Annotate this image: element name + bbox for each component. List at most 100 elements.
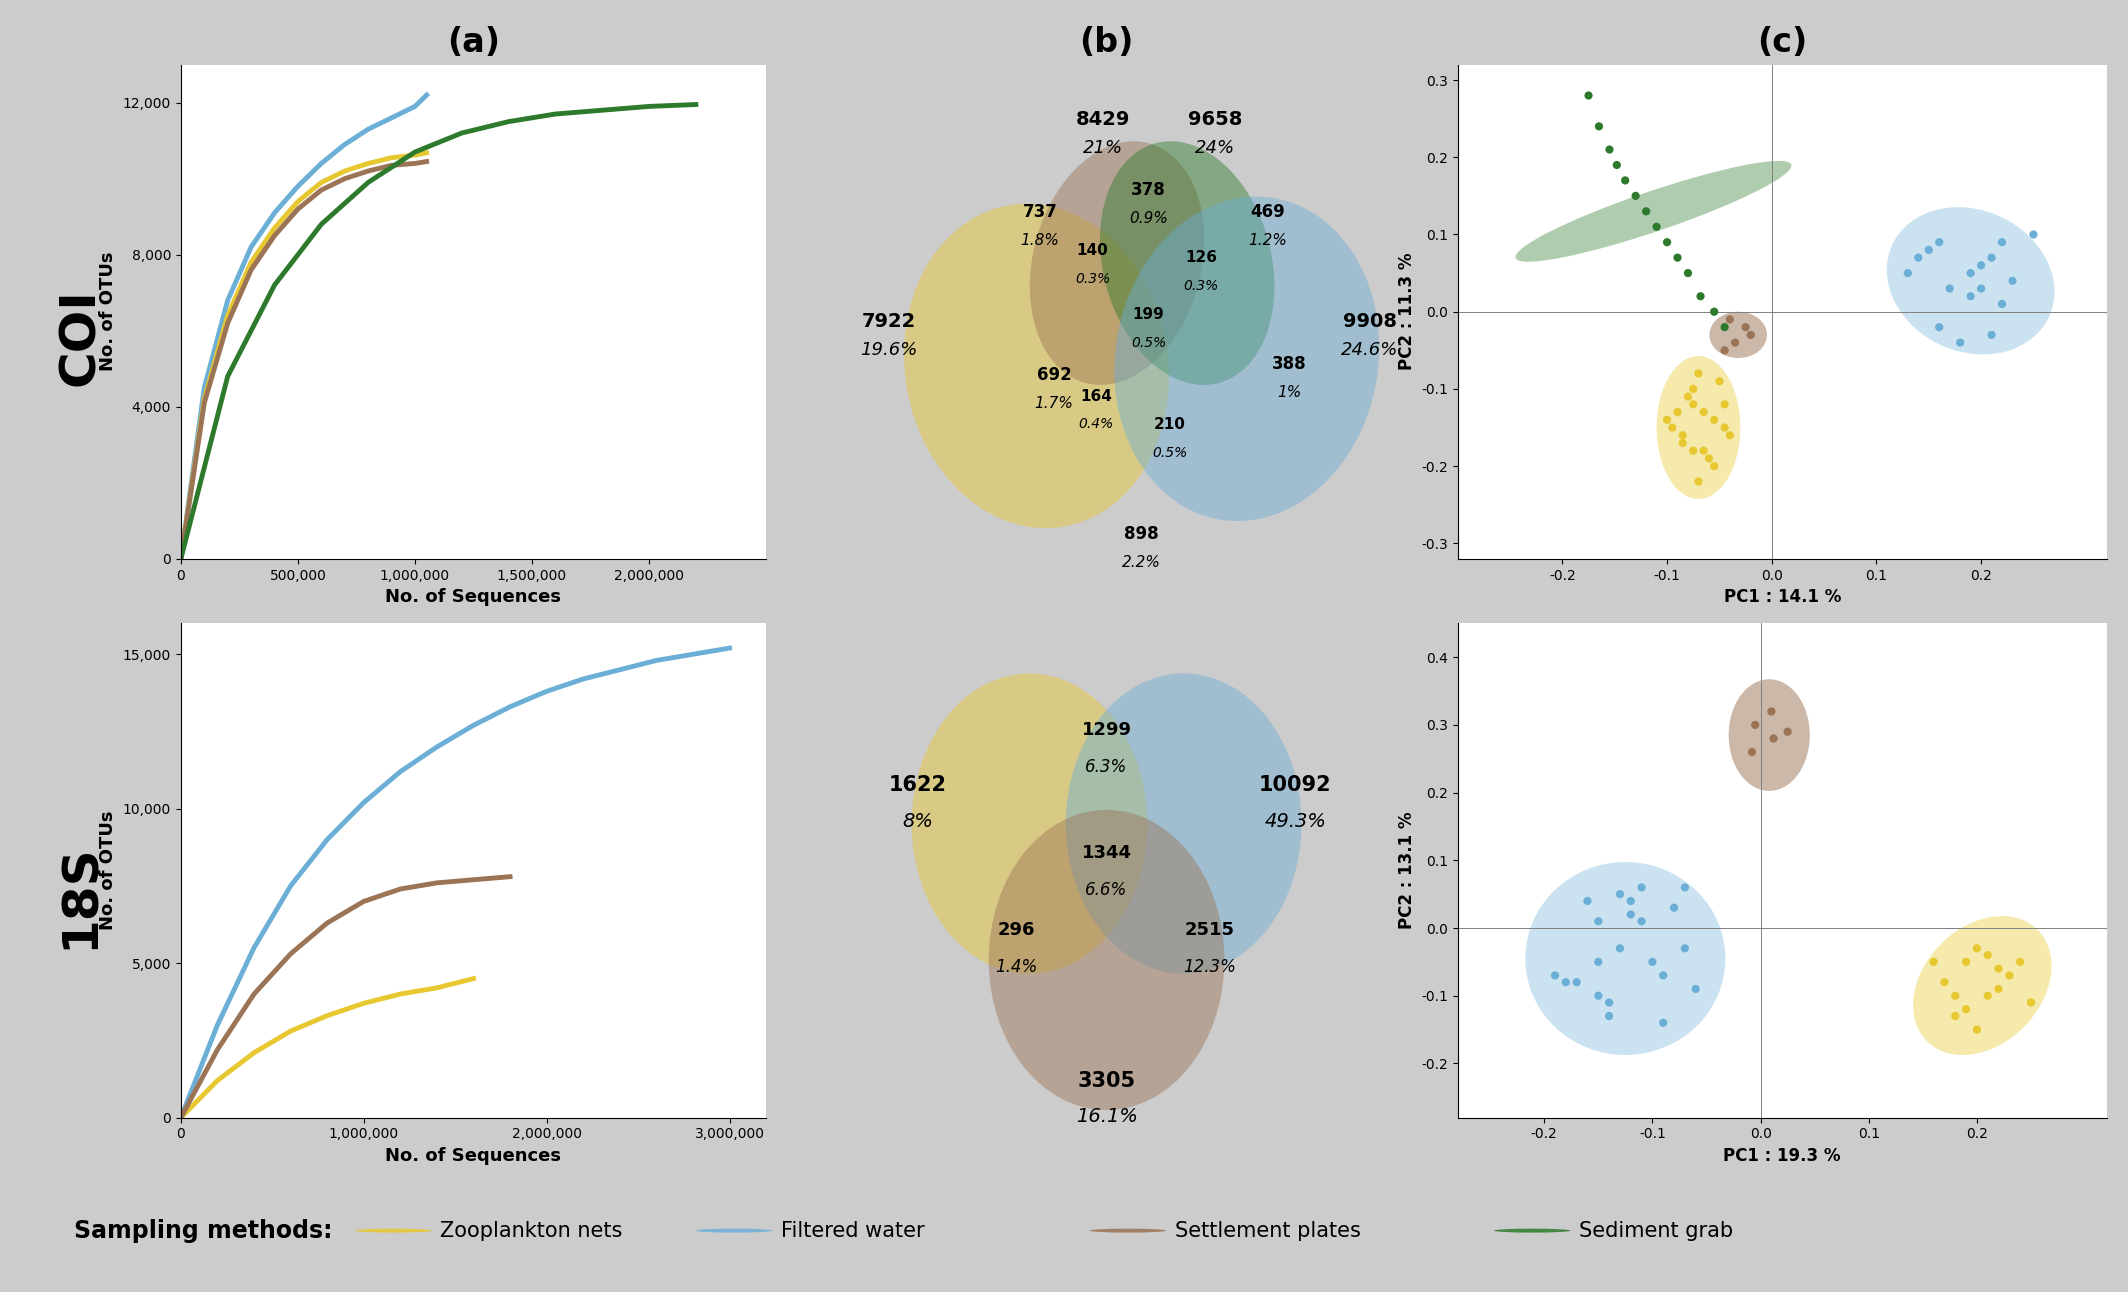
Point — [1666, 425, 1700, 446]
Point — [1656, 417, 1690, 438]
Circle shape — [1494, 1229, 1570, 1233]
Text: 0.9%: 0.9% — [1130, 212, 1168, 226]
Point — [1609, 171, 1643, 191]
Point — [1756, 729, 1790, 749]
Text: Settlement plates: Settlement plates — [1175, 1221, 1360, 1240]
Point — [1613, 890, 1647, 911]
Point — [1660, 247, 1694, 267]
Ellipse shape — [1066, 673, 1302, 974]
Point — [1981, 978, 2015, 999]
Point — [1688, 441, 1722, 461]
Point — [1602, 938, 1636, 959]
Point — [1634, 951, 1668, 972]
Text: 16.1%: 16.1% — [1075, 1107, 1138, 1127]
Point — [1702, 371, 1736, 391]
Ellipse shape — [1100, 141, 1275, 385]
Text: 0.4%: 0.4% — [1079, 417, 1113, 432]
Point — [1960, 938, 1994, 959]
Point — [1911, 239, 1945, 260]
Circle shape — [1090, 1229, 1166, 1233]
X-axis label: PC1 : 19.3 %: PC1 : 19.3 % — [1724, 1147, 1841, 1165]
Text: (c): (c) — [1758, 26, 1807, 59]
Point — [1677, 379, 1711, 399]
Text: 10092: 10092 — [1260, 775, 1332, 795]
Point — [1996, 270, 2030, 291]
Point — [1670, 386, 1705, 407]
Point — [1713, 309, 1747, 329]
Point — [1670, 262, 1705, 283]
Point — [1770, 721, 1805, 742]
Text: 0.5%: 0.5% — [1151, 446, 1187, 460]
Text: 737: 737 — [1021, 203, 1058, 221]
Point — [1922, 317, 1956, 337]
Text: 469: 469 — [1251, 203, 1285, 221]
Point — [1753, 702, 1788, 722]
Text: 2.2%: 2.2% — [1121, 556, 1162, 570]
Point — [1707, 417, 1741, 438]
Ellipse shape — [1526, 862, 1726, 1056]
Text: 692: 692 — [1036, 366, 1070, 384]
Point — [1624, 877, 1658, 898]
Point — [1592, 992, 1626, 1013]
Text: 24.6%: 24.6% — [1341, 341, 1398, 359]
Point — [1954, 286, 1988, 306]
Point — [1932, 278, 1966, 298]
Text: 140: 140 — [1077, 243, 1109, 258]
Text: 12.3%: 12.3% — [1183, 957, 1236, 975]
Point — [1975, 247, 2009, 267]
Text: 8%: 8% — [902, 811, 934, 831]
Text: COI: COI — [55, 288, 104, 386]
Point — [1539, 965, 1573, 986]
Point — [1677, 394, 1711, 415]
Point — [1707, 317, 1741, 337]
Point — [1971, 944, 2005, 965]
Ellipse shape — [1913, 916, 2051, 1056]
Point — [1649, 410, 1683, 430]
Point — [1679, 978, 1713, 999]
Point — [1917, 951, 1951, 972]
Point — [1939, 986, 1973, 1006]
Point — [1549, 972, 1583, 992]
Text: Sediment grab: Sediment grab — [1579, 1221, 1732, 1240]
Ellipse shape — [904, 204, 1168, 528]
Point — [1954, 262, 1988, 283]
Point — [1658, 898, 1692, 919]
Text: 1299: 1299 — [1081, 721, 1132, 739]
Point — [1677, 441, 1711, 461]
Text: Sampling methods:: Sampling methods: — [74, 1218, 332, 1243]
Text: (a): (a) — [447, 26, 500, 59]
Point — [1964, 255, 1998, 275]
Ellipse shape — [1656, 357, 1741, 499]
Text: 6.3%: 6.3% — [1085, 757, 1128, 775]
Point — [1949, 951, 1983, 972]
Ellipse shape — [1115, 196, 1379, 521]
Point — [1981, 959, 2015, 979]
Text: 3305: 3305 — [1077, 1071, 1136, 1090]
Point — [1739, 714, 1773, 735]
Point — [2013, 992, 2047, 1013]
Text: 1%: 1% — [1277, 385, 1300, 401]
Point — [1939, 1005, 1973, 1026]
Point — [1613, 904, 1647, 925]
Text: 1344: 1344 — [1081, 844, 1132, 862]
Text: 2515: 2515 — [1185, 921, 1234, 939]
Point — [2017, 224, 2051, 244]
Point — [1985, 293, 2019, 314]
Point — [1639, 217, 1673, 238]
Text: 0.3%: 0.3% — [1183, 279, 1219, 293]
Point — [1600, 155, 1634, 176]
Point — [1985, 231, 2019, 252]
Point — [2002, 951, 2036, 972]
Point — [1624, 911, 1658, 932]
Ellipse shape — [1728, 680, 1809, 791]
Point — [1619, 186, 1653, 207]
Point — [1570, 85, 1605, 106]
Point — [1922, 231, 1956, 252]
Y-axis label: PC2 : 11.3 %: PC2 : 11.3 % — [1398, 253, 1415, 371]
Point — [1592, 140, 1626, 160]
Point — [1971, 986, 2005, 1006]
Point — [1707, 394, 1741, 415]
Y-axis label: No. of OTUs: No. of OTUs — [100, 252, 117, 371]
Text: 0.5%: 0.5% — [1130, 336, 1166, 350]
Point — [1698, 456, 1732, 477]
